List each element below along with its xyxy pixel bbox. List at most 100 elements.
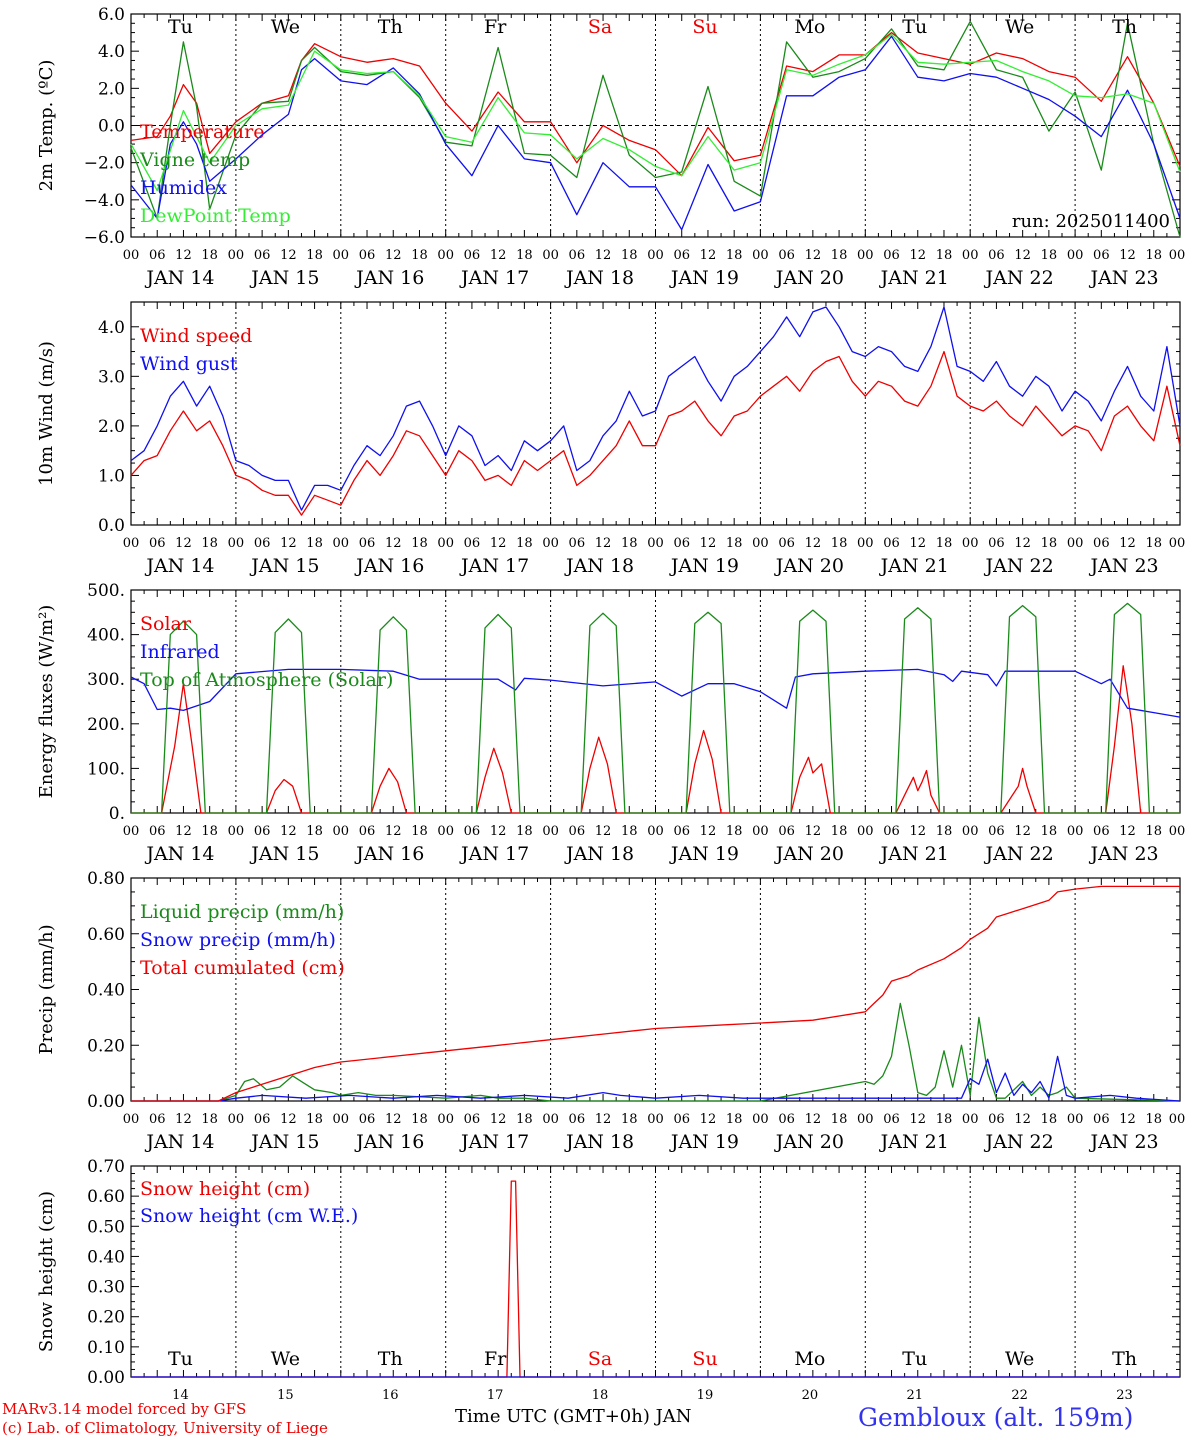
- date-label: JAN 16: [354, 555, 424, 577]
- y-tick-label: 0.60: [87, 925, 125, 945]
- hour-label: 00: [542, 1112, 559, 1127]
- hour-label: 06: [1093, 824, 1110, 839]
- date-label: JAN 21: [879, 555, 949, 577]
- hour-label: 12: [595, 824, 612, 839]
- hour-label: 18: [411, 1112, 428, 1127]
- weekday-label: Tu: [902, 1348, 927, 1370]
- date-label: JAN 21: [879, 267, 949, 289]
- date-label: JAN 20: [774, 843, 844, 865]
- series-line-solar: [131, 665, 1180, 814]
- hour-label: 06: [569, 248, 586, 263]
- hour-label: 12: [385, 824, 402, 839]
- hour-label: 12: [700, 1112, 717, 1127]
- hour-label: 12: [700, 824, 717, 839]
- hour-label: 06: [149, 1112, 166, 1127]
- day-number-label: 15: [277, 1388, 294, 1403]
- hour-label: 12: [595, 536, 612, 551]
- legend-entry: Solar: [140, 613, 192, 635]
- y-tick-label: 0.30: [87, 1278, 125, 1298]
- y-tick-label: 0.10: [87, 1338, 125, 1358]
- hour-label: 12: [280, 248, 297, 263]
- y-tick-label: 0.00: [87, 1368, 125, 1388]
- run-annotation: run: 2025011400: [1012, 211, 1170, 232]
- hour-label: 12: [1014, 536, 1031, 551]
- hour-label: 12: [595, 1112, 612, 1127]
- hour-label: 18: [516, 248, 533, 263]
- weekday-label: We: [271, 16, 300, 38]
- date-label: JAN 18: [564, 1131, 634, 1153]
- weekday-label: Su: [692, 1348, 717, 1370]
- credit-line-2: (c) Lab. of Climatology, University of L…: [2, 1419, 328, 1437]
- date-label: JAN 20: [774, 555, 844, 577]
- hour-label: 18: [1146, 824, 1163, 839]
- hour-label: 12: [280, 536, 297, 551]
- day-number-label: 16: [382, 1388, 399, 1403]
- hour-label: 18: [831, 824, 848, 839]
- hour-label: 18: [936, 824, 953, 839]
- hour-label: 00: [123, 1112, 140, 1127]
- hour-label: 00: [228, 536, 245, 551]
- hour-label: 06: [464, 536, 481, 551]
- hour-label: 00: [1067, 824, 1084, 839]
- hour-label: 00: [542, 824, 559, 839]
- hour-label: 06: [149, 536, 166, 551]
- date-label: JAN 15: [249, 1131, 319, 1153]
- weekday-label: Tu: [168, 1348, 193, 1370]
- y-tick-label: −2.0: [84, 154, 125, 174]
- weekday-label: We: [1005, 16, 1034, 38]
- hour-label: 00: [857, 1112, 874, 1127]
- panel-4: 0.00 0.20 0.40 0.60 0.80 Precip (mm/h) 00 06 12 1…: [36, 869, 1185, 1153]
- y-tick-label: 0.40: [87, 981, 125, 1001]
- hour-label: 06: [673, 248, 690, 263]
- hour-label: 00: [752, 536, 769, 551]
- y-tick-label: 2.0: [98, 417, 125, 437]
- y-tick-label: 0.40: [87, 1247, 125, 1267]
- date-label: JAN 18: [564, 267, 634, 289]
- hour-label: 18: [831, 1112, 848, 1127]
- weekday-label: We: [1005, 1348, 1034, 1370]
- date-label: JAN 16: [354, 267, 424, 289]
- hour-label: 00: [542, 248, 559, 263]
- hour-label: 12: [385, 536, 402, 551]
- date-label: JAN 15: [249, 843, 319, 865]
- y-tick-label: 2.0: [98, 79, 125, 99]
- hour-label: 00: [962, 248, 979, 263]
- hour-label: 00: [228, 824, 245, 839]
- weekday-label: Sa: [588, 16, 612, 38]
- day-number-label: 21: [906, 1388, 923, 1403]
- hour-label: 12: [909, 536, 926, 551]
- hour-label: 18: [1041, 1112, 1058, 1127]
- hour-label: 06: [254, 248, 271, 263]
- hour-label: 00: [647, 1112, 664, 1127]
- hour-label: 00: [228, 248, 245, 263]
- date-label: JAN 14: [144, 843, 214, 865]
- date-label: JAN 17: [459, 843, 529, 865]
- hour-label: 00: [857, 536, 874, 551]
- date-label: JAN 14: [144, 1131, 214, 1153]
- legend-entry: Top of Atmosphere (Solar): [140, 669, 393, 691]
- hour-label: 12: [175, 1112, 192, 1127]
- hour-label: 18: [1146, 536, 1163, 551]
- hour-label: 12: [490, 1112, 507, 1127]
- y-tick-label: 1.0: [98, 466, 125, 486]
- hour-label: 18: [1041, 536, 1058, 551]
- hour-label: 06: [359, 824, 376, 839]
- y-tick-label: 0.80: [87, 869, 125, 889]
- hour-label: 00: [228, 1112, 245, 1127]
- hour-label: 06: [464, 248, 481, 263]
- date-label: JAN 20: [774, 1131, 844, 1153]
- hour-label: 06: [1093, 248, 1110, 263]
- hour-label: 00: [1067, 248, 1084, 263]
- hour-label: 18: [726, 824, 743, 839]
- hour-label: 00: [333, 824, 350, 839]
- hour-label: 00: [962, 536, 979, 551]
- weekday-label: Tu: [168, 16, 193, 38]
- y-tick-label: 100.: [87, 759, 125, 779]
- weekday-label: Mo: [794, 1348, 825, 1370]
- weekday-label: Su: [692, 16, 717, 38]
- date-label: JAN 15: [249, 555, 319, 577]
- day-number-label: 19: [697, 1388, 714, 1403]
- date-label: JAN 22: [984, 555, 1054, 577]
- hour-label: 00: [752, 1112, 769, 1127]
